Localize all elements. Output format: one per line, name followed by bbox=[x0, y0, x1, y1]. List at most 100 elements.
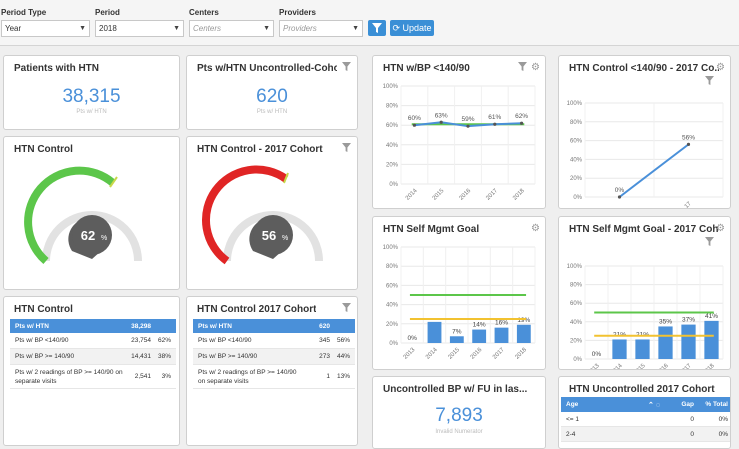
data-label: 60% bbox=[408, 115, 421, 122]
data-point bbox=[686, 142, 691, 146]
filter-icon[interactable] bbox=[342, 303, 351, 315]
data-point bbox=[412, 123, 416, 127]
panel-title: Uncontrolled BP w/ FU in las... bbox=[383, 384, 528, 395]
uncontrolled-fu-panel: Uncontrolled BP w/ FU in las... 7,893 In… bbox=[372, 376, 546, 449]
data-label: 0% bbox=[407, 335, 417, 342]
filter-icon[interactable] bbox=[705, 237, 714, 249]
series-line bbox=[618, 143, 690, 198]
filter-button[interactable] bbox=[368, 20, 386, 36]
y-tick-label: 80% bbox=[386, 264, 399, 270]
centers-label: Centers bbox=[189, 8, 219, 17]
data-point bbox=[520, 121, 524, 125]
y-tick-label: 0% bbox=[573, 357, 582, 363]
x-tick-label: 2018 bbox=[512, 188, 526, 202]
sort-icon[interactable]: ⌃ ◌ bbox=[648, 401, 660, 409]
panel-title: HTN Self Mgmt Goal bbox=[383, 224, 480, 235]
data-label: 62% bbox=[515, 113, 528, 120]
gear-icon[interactable]: ⚙ bbox=[531, 62, 540, 73]
centers-select[interactable]: Centers ▼ bbox=[189, 20, 274, 37]
x-tick-label: 2014 bbox=[405, 188, 419, 202]
cohort-line-chart-panel: HTN Control <140/90 - 2017 Co... ⚙ 100% 8… bbox=[558, 55, 731, 209]
uncontrolled-fu-value: 7,893 bbox=[435, 405, 483, 426]
gauge-unit: % bbox=[101, 235, 107, 242]
gear-icon[interactable]: ⚙ bbox=[716, 223, 725, 234]
filter-icon[interactable] bbox=[518, 62, 527, 74]
refresh-icon: ⟳ bbox=[392, 23, 400, 33]
data-label: 16% bbox=[495, 320, 508, 327]
table-row[interactable]: Pts w/ BP >= 140/90 273 44% bbox=[193, 349, 355, 365]
providers-select[interactable]: Providers ▼ bbox=[279, 20, 363, 37]
table-row[interactable]: Pts w/ 2 readings of BP >= 140/90 on sep… bbox=[10, 365, 176, 389]
table-row[interactable]: <= 1 0 0% bbox=[561, 412, 730, 427]
x-tick-label: 013 bbox=[589, 363, 601, 370]
pts-uncontrolled-sub: Pts w/ HTN bbox=[256, 109, 288, 115]
x-tick-label: 016 bbox=[658, 363, 670, 370]
gauge-marker bbox=[109, 176, 118, 188]
data-label: 35% bbox=[659, 318, 672, 325]
table-row[interactable]: Pts w/ HTN 38,298 bbox=[10, 319, 176, 333]
table-row[interactable]: Pts w/ BP >= 140/90 14,431 38% bbox=[10, 349, 176, 365]
period-select[interactable]: 2018 ▼ bbox=[95, 20, 184, 37]
filter-icon[interactable] bbox=[342, 62, 351, 74]
gear-icon[interactable]: ⚙ bbox=[531, 223, 540, 234]
chevron-down-icon: ▼ bbox=[263, 25, 270, 32]
data-label: 63% bbox=[435, 112, 448, 119]
column-header-age[interactable]: Age bbox=[566, 401, 579, 408]
bar bbox=[449, 336, 464, 343]
y-tick-label: 100% bbox=[567, 101, 583, 107]
providers-filter: Providers Providers ▼ bbox=[279, 8, 363, 37]
y-tick-label: 20% bbox=[570, 176, 583, 182]
table-row[interactable]: 2-4 0 0% bbox=[561, 427, 730, 442]
age-table-panel: HTN Uncontrolled 2017 Cohort Age ⌃ ◌ Gap… bbox=[558, 376, 731, 449]
bar bbox=[516, 324, 531, 343]
y-tick-label: 80% bbox=[570, 283, 583, 289]
chevron-down-icon: ▼ bbox=[173, 25, 180, 32]
column-header-gap[interactable]: Gap bbox=[681, 401, 694, 408]
htn-control-2017-gauge: 56 % bbox=[202, 165, 323, 265]
y-tick-label: 40% bbox=[570, 320, 583, 326]
panel-title: HTN Control bbox=[14, 144, 73, 155]
age-table: Age ⌃ ◌ Gap % Total <= 1 0 0% 2-4 0 0% bbox=[561, 397, 730, 442]
column-header-pct[interactable]: % Total bbox=[705, 401, 728, 408]
x-tick-label: 2014 bbox=[425, 347, 439, 361]
bar bbox=[427, 321, 442, 343]
table-row[interactable]: Pts w/ HTN 620 bbox=[193, 319, 355, 333]
x-tick-label: 2016 bbox=[459, 188, 473, 202]
y-tick-label: 40% bbox=[386, 143, 399, 149]
pts-uncontrolled-panel: Pts w/HTN Uncontrolled-Cohort 620 Pts w/… bbox=[186, 55, 358, 130]
x-tick-label: 2013 bbox=[403, 347, 417, 361]
x-tick-label: 2017 bbox=[485, 188, 499, 202]
bar bbox=[635, 339, 650, 359]
panel-title: HTN Control - 2017 Cohort bbox=[197, 144, 323, 155]
chevron-down-icon: ▼ bbox=[352, 25, 359, 32]
update-button[interactable]: ⟳ Update bbox=[390, 20, 434, 36]
x-tick-label: 2018 bbox=[514, 347, 528, 361]
y-tick-label: 80% bbox=[386, 104, 399, 110]
data-label: 19% bbox=[517, 317, 530, 324]
gauge-fill bbox=[24, 166, 116, 265]
table-header: Age ⌃ ◌ Gap % Total bbox=[561, 397, 730, 412]
panel-title: HTN Control 2017 Cohort bbox=[197, 304, 317, 315]
period-label: Period bbox=[95, 8, 120, 17]
filter-icon[interactable] bbox=[705, 76, 714, 88]
gauge-unit: % bbox=[282, 235, 288, 242]
panel-title: HTN Self Mgmt Goal - 2017 Coh... bbox=[569, 224, 719, 235]
data-point bbox=[466, 124, 470, 128]
table-row[interactable]: Pts w/ 2 readings of BP >= 140/90 on sep… bbox=[193, 365, 355, 389]
gear-icon[interactable]: ⚙ bbox=[716, 62, 725, 73]
gauge-fill bbox=[202, 165, 289, 265]
bp-line-chart-panel: HTN w/BP <140/90 ⚙ 100% 80% 60% 40% 20% 0% 201… bbox=[372, 55, 546, 209]
x-tick-label: 2015 bbox=[432, 188, 446, 202]
period-type-select[interactable]: Year ▼ bbox=[1, 20, 90, 37]
bar bbox=[658, 326, 673, 359]
htn-control-gauge-panel: HTN Control 62 % bbox=[3, 136, 180, 290]
data-label: 7% bbox=[452, 328, 462, 335]
table-row[interactable]: Pts w/ BP <140/90 23,754 62% bbox=[10, 333, 176, 349]
filter-icon[interactable] bbox=[342, 143, 351, 155]
htn-control-table-panel: HTN Control Pts w/ HTN 38,298 Pts w/ BP … bbox=[3, 296, 180, 446]
period-type-label: Period Type bbox=[1, 8, 47, 17]
chevron-down-icon: ▼ bbox=[79, 25, 86, 32]
htn-control-gauge: 62 % bbox=[24, 166, 142, 265]
table-row[interactable]: Pts w/ BP <140/90 345 56% bbox=[193, 333, 355, 349]
self-mgmt-chart: 100% 80% 60% 40% 20% 0% 2013 2014 2015 2016 2017 20… bbox=[383, 245, 536, 361]
